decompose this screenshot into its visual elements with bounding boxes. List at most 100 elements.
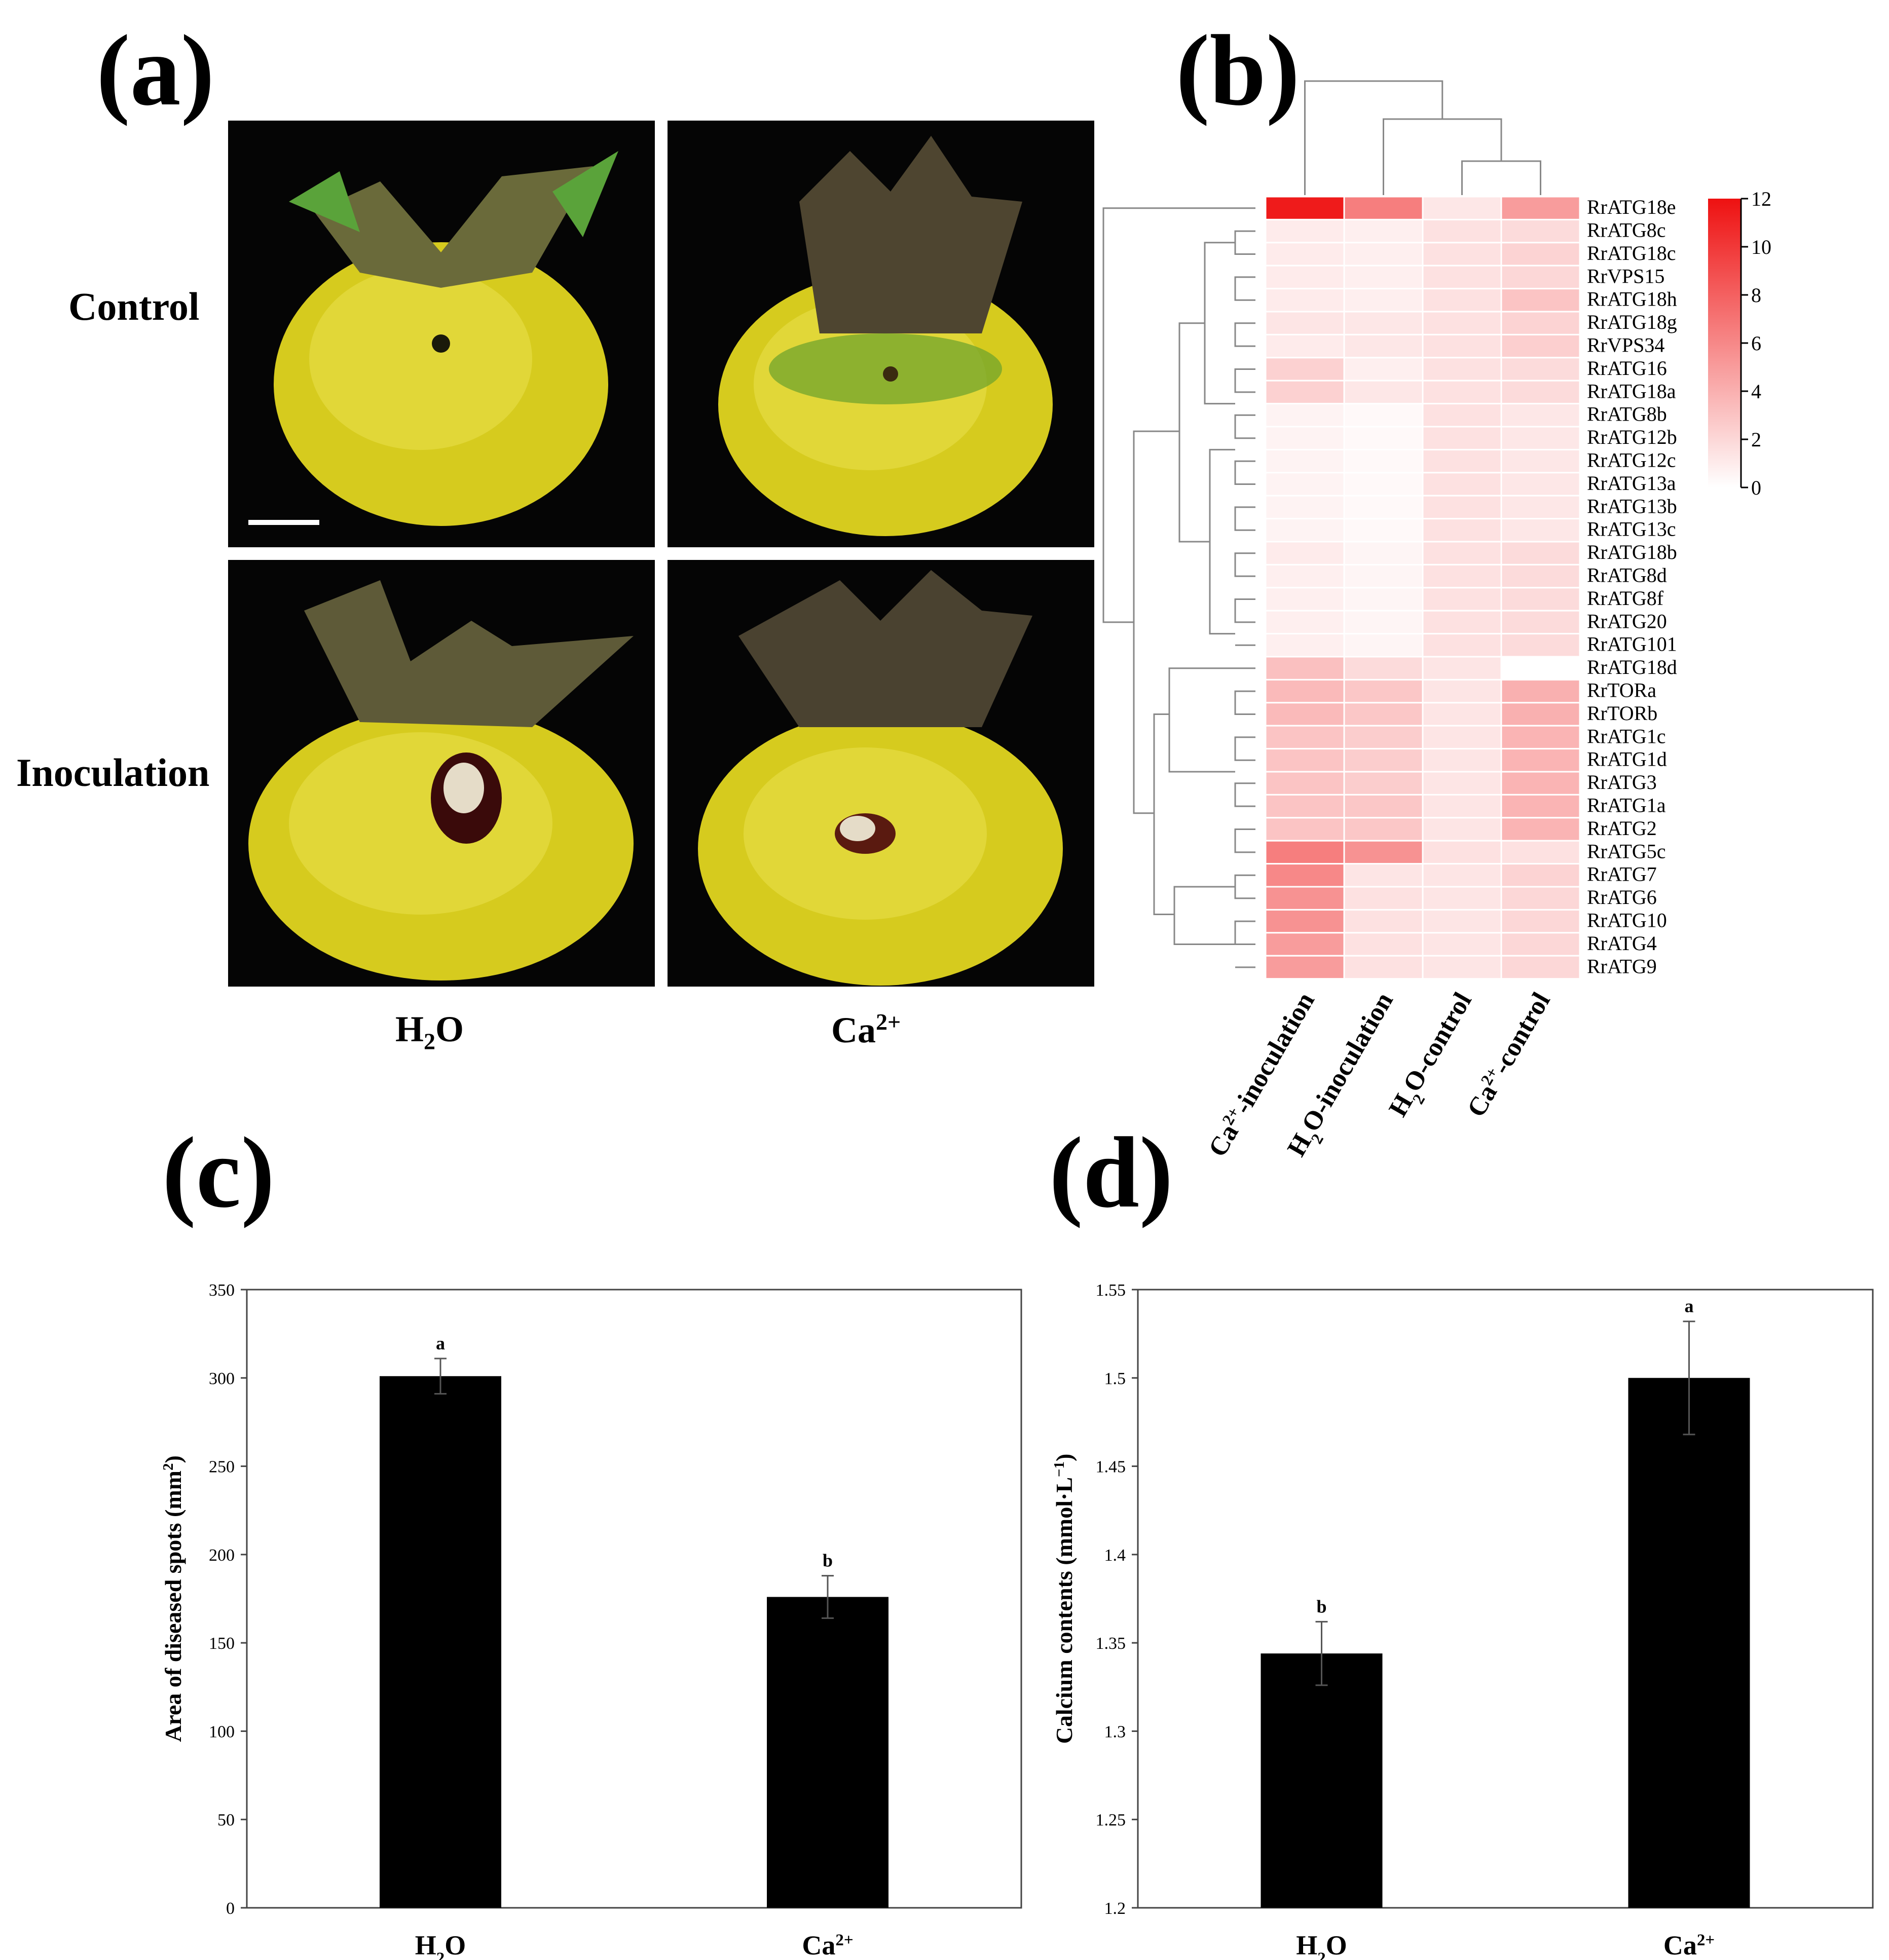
heatmap-row-label: RrATG8f (1587, 587, 1664, 610)
heatmap-row-label: RrATG18e (1587, 196, 1676, 218)
bar (380, 1376, 501, 1908)
heatmap-cell (1265, 403, 1345, 428)
y-tick-label: 1.35 (1096, 1634, 1126, 1653)
panel-d-label: (d) (1049, 1117, 1173, 1229)
heatmap-cell (1265, 472, 1345, 497)
heatmap-cell (1343, 333, 1424, 359)
y-tick-label: 1.55 (1096, 1281, 1126, 1300)
heatmap-row-label: RrATG18g (1587, 311, 1677, 333)
heatmap-row-label: RrATG18c (1587, 242, 1676, 265)
heatmap-cell (1422, 403, 1502, 428)
y-tick-label: 1.45 (1096, 1458, 1126, 1477)
heatmap-cell (1500, 357, 1581, 382)
heatmap-cell (1500, 218, 1581, 244)
y-tick-label: 150 (209, 1634, 235, 1653)
y-tick-label: 350 (209, 1281, 235, 1300)
heatmap-cell (1422, 702, 1502, 727)
heatmap-row-label: RrATG12c (1587, 448, 1676, 471)
heatmap-cell (1265, 610, 1345, 635)
heatmap-cell (1265, 563, 1345, 589)
heatmap-cell (1500, 242, 1581, 267)
heatmap-cell (1500, 495, 1581, 520)
row-dendrogram-branch (1234, 690, 1255, 715)
heatmap-cell (1265, 541, 1345, 566)
heatmap-row-label: RrATG2 (1587, 817, 1657, 840)
significance-letter: b (823, 1551, 833, 1571)
heatmap-row-label: RrATG1d (1587, 748, 1667, 771)
heatmap-row-label: RrATG5c (1587, 840, 1666, 862)
y-tick-label: 100 (209, 1722, 235, 1741)
heatmap-cell (1265, 495, 1345, 520)
heatmap-cell (1265, 863, 1345, 888)
plot-frame (246, 1289, 1022, 1909)
heatmap-row-label: RrATG4 (1587, 932, 1657, 955)
bar (1261, 1653, 1383, 1908)
heatmap-cell (1265, 840, 1345, 865)
heatmap-cell (1265, 886, 1345, 911)
heatmap-cell (1422, 333, 1502, 359)
heatmap-cell (1343, 311, 1424, 335)
heatmap-row-label: RrATG13a (1587, 472, 1676, 495)
heatmap-cell (1422, 863, 1502, 888)
heatmap-cell (1500, 633, 1581, 658)
significance-letter: b (1316, 1596, 1326, 1616)
heatmap-cell (1500, 840, 1581, 865)
photo-h2o-control (228, 121, 655, 547)
photo-h2o-inoculation (228, 560, 655, 987)
heatmap-row-label: RrATG8c (1587, 218, 1666, 241)
row-dendrogram-branch (1234, 276, 1255, 301)
heatmap-cell (1500, 679, 1581, 704)
color-scale-tick-label: 10 (1751, 236, 1771, 258)
bar (767, 1597, 888, 1908)
heatmap-cell (1343, 610, 1424, 635)
heatmap-cell (1500, 725, 1581, 750)
heatmap-row-label: RrATG7 (1587, 863, 1657, 886)
heatmap-cell (1422, 563, 1502, 589)
heatmap-cell (1500, 265, 1581, 290)
y-tick-label: 0 (226, 1899, 235, 1918)
heatmap-cell (1500, 771, 1581, 796)
heatmap-cell (1500, 955, 1581, 980)
row-dendrogram-branch (1234, 920, 1255, 945)
row-label-inoculation: Inoculation (16, 750, 210, 795)
heatmap-cell (1343, 725, 1424, 750)
panel-c-label: (c) (162, 1117, 275, 1229)
row-dendrogram-branch (1234, 368, 1255, 393)
heatmap-cell (1500, 886, 1581, 911)
heatmap-row-label: RrATG16 (1587, 357, 1667, 380)
heatmap-cell (1343, 196, 1424, 220)
row-dendrogram-branch (1234, 598, 1255, 623)
y-tick-label: 250 (209, 1458, 235, 1477)
col-label-h2o: H2O (395, 1009, 464, 1054)
col-label-ca: Ca2+ (831, 1009, 901, 1050)
x-category-label: Ca2+ (1663, 1930, 1715, 1960)
y-axis-label: Calcium contents (mmol·L−1) (1051, 1454, 1077, 1744)
heatmap-cell (1343, 932, 1424, 957)
heatmap-cell (1500, 932, 1581, 957)
heatmap-cell (1343, 563, 1424, 589)
heatmap-cell (1422, 357, 1502, 382)
heatmap-cell (1500, 748, 1581, 773)
heatmap-cell (1343, 518, 1424, 543)
heatmap-row-label: RrATG8d (1587, 563, 1667, 586)
heatmap-row-label: RrATG3 (1587, 771, 1657, 794)
color-scale-tick-label: 0 (1751, 476, 1761, 499)
heatmap-row-label: RrVPS15 (1587, 265, 1664, 287)
x-category-label: H2O (1296, 1930, 1347, 1960)
row-dendrogram-branch (1234, 414, 1255, 439)
row-dendrogram-branch (1234, 782, 1255, 807)
color-scale-tick-label: 6 (1751, 332, 1761, 355)
heatmap-cell (1500, 426, 1581, 450)
heatmap-cell (1500, 863, 1581, 888)
x-category-label: Ca2+ (802, 1930, 853, 1960)
y-tick-label: 1.4 (1104, 1546, 1126, 1565)
row-dendrogram-branch (1234, 322, 1255, 347)
heatmap-cell (1265, 196, 1345, 220)
panel-a-label: (a) (96, 15, 215, 127)
significance-letter: a (1685, 1296, 1694, 1316)
scale-bar (248, 520, 319, 525)
heatmap-row-label: RrATG101 (1587, 633, 1677, 656)
bar (1628, 1378, 1750, 1908)
heatmap-row-label: RrATG1c (1587, 725, 1666, 747)
heatmap-cell (1500, 380, 1581, 405)
